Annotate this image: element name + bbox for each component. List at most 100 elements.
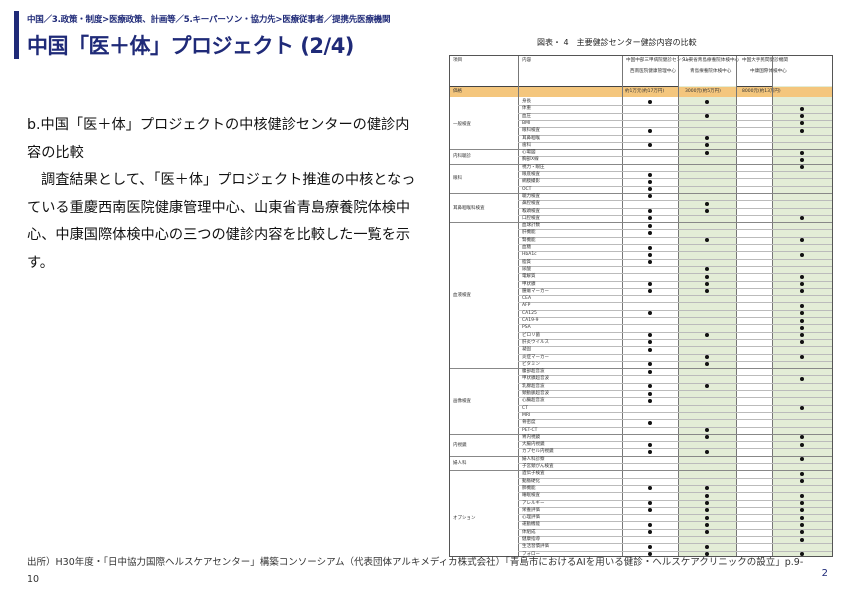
row-divider	[518, 521, 832, 523]
column-divider	[518, 56, 519, 556]
check-dot	[800, 376, 804, 381]
row-divider	[518, 280, 832, 282]
column-divider	[622, 56, 623, 556]
check-dot	[705, 515, 709, 520]
check-dot	[648, 333, 652, 338]
check-dot	[800, 471, 804, 476]
row-label: PET-CT	[522, 427, 538, 433]
check-dot	[800, 238, 804, 243]
group-divider	[450, 149, 832, 151]
row-divider	[518, 112, 832, 114]
row-divider	[518, 236, 832, 238]
row-divider	[518, 550, 832, 552]
check-dot	[800, 216, 804, 221]
row-divider	[518, 214, 832, 216]
row-label: 電解質	[522, 274, 536, 280]
row-divider	[518, 295, 832, 297]
check-dot	[648, 486, 652, 491]
comparison-figure: 図表・ 4 主要健診センター健診内容の比較 項目 内容 中国中部三甲病院健診セン…	[447, 33, 833, 557]
row-label: BMI	[522, 120, 531, 126]
row-label: 口腔検査	[522, 215, 540, 221]
row-label: 骨密度	[522, 420, 536, 426]
row-label: HbA1c	[522, 252, 537, 258]
check-dot	[705, 362, 709, 367]
check-dot	[705, 136, 709, 140]
row-label: 生活習慣評価	[522, 544, 549, 550]
check-dot	[705, 435, 709, 440]
check-dot	[648, 398, 652, 403]
check-dot	[648, 289, 652, 294]
row-divider	[518, 302, 832, 304]
check-dot	[648, 245, 652, 250]
group-label: 婦人科	[453, 461, 467, 466]
check-dot	[800, 303, 804, 308]
row-divider	[518, 309, 832, 311]
check-dot	[705, 201, 709, 206]
row-divider	[518, 338, 832, 340]
row-label: 運動機能	[522, 522, 540, 528]
check-dot	[800, 457, 804, 462]
row-divider	[518, 360, 832, 362]
check-dot	[648, 347, 652, 352]
group-label: 画像検査	[453, 398, 471, 404]
row-label: 脂質	[522, 259, 531, 265]
row-label: OCT	[522, 186, 532, 192]
check-dot	[648, 530, 652, 535]
check-dot	[648, 420, 652, 425]
check-dot	[705, 238, 709, 243]
check-dot	[648, 187, 652, 192]
body-paragraph: 調査結果として、「医＋体」プロジェクト推進の中核となっている重慶西南医院健康管理…	[27, 172, 416, 271]
check-dot	[648, 143, 652, 148]
row-label: 歯科	[522, 142, 531, 148]
check-dot	[800, 311, 804, 316]
group-label: 一般検査	[453, 121, 471, 127]
check-dot	[800, 537, 804, 542]
row-label: 耳鼻咽喉	[522, 135, 540, 141]
check-dot	[648, 362, 652, 367]
row-label: 大腸内視鏡	[522, 442, 545, 448]
row-label: 腎機能	[522, 237, 536, 243]
check-dot	[648, 501, 652, 505]
check-dot	[648, 179, 652, 184]
row-divider	[518, 441, 832, 443]
check-dot	[800, 552, 804, 556]
row-divider	[518, 499, 832, 501]
check-dot	[705, 493, 709, 498]
row-label: 鼻腔検査	[522, 201, 540, 207]
row-divider	[518, 207, 832, 209]
group-label: 内視鏡	[453, 442, 467, 448]
check-dot	[648, 384, 652, 389]
row-divider	[518, 258, 832, 260]
check-dot	[648, 391, 652, 396]
check-dot	[800, 479, 804, 484]
check-dot	[705, 333, 709, 338]
check-dot	[705, 384, 709, 389]
row-divider	[518, 419, 832, 421]
row-label: 胸部X線	[522, 157, 539, 163]
row-divider	[518, 185, 832, 187]
check-dot	[800, 340, 804, 345]
row-label: 遺伝子検査	[522, 471, 545, 477]
page-title: 中国「医＋体」プロジェクト (2/4)	[27, 34, 354, 58]
check-dot	[648, 260, 652, 265]
subheader-col1: 西南医院健康管理中心	[630, 69, 676, 74]
group-label: 耳鼻咽喉科検査	[453, 205, 485, 211]
row-divider	[518, 229, 832, 231]
row-label: 喉頭検査	[522, 208, 540, 214]
page-number: 2	[821, 568, 828, 579]
group-label: 内科聴診	[453, 154, 471, 160]
group-label: 血液検査	[453, 293, 471, 299]
header-col1: 中国中部三甲病院健診センター	[626, 58, 691, 63]
check-dot	[800, 530, 804, 535]
header-col3: 中国大手民間健診機関	[742, 58, 788, 63]
row-label: 血糖	[522, 245, 531, 250]
row-label: 肝機能	[522, 230, 536, 236]
row-divider	[518, 287, 832, 289]
group-label: 眼科	[453, 176, 462, 182]
row-label: 心電図	[522, 150, 536, 156]
price-row: 価格 約1万元(約17万円) 3000元(約5万円) 8000元(約13万円)	[450, 87, 832, 97]
row-label: 婦人科診察	[522, 456, 545, 462]
body-paragraph-heading: b.中国「医＋体」プロジェクトの中核健診センターの健診内容の比較	[27, 117, 410, 161]
check-dot	[800, 318, 804, 323]
check-dot	[648, 194, 652, 199]
